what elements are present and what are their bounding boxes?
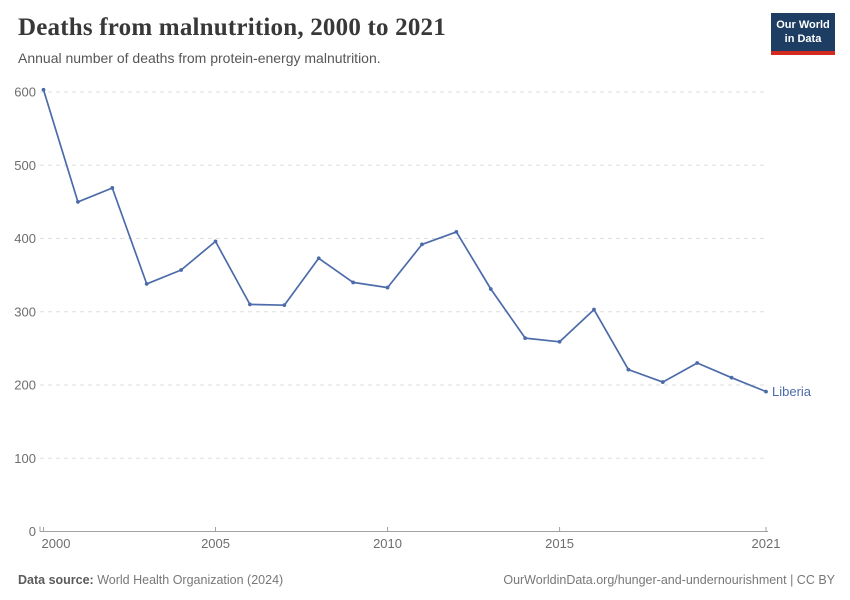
y-tick-label: 200: [14, 378, 36, 393]
chart-footer: Data source: World Health Organization (…: [18, 573, 835, 587]
x-tick-label: 2000: [42, 536, 71, 551]
owid-logo[interactable]: Our World in Data: [771, 13, 835, 55]
x-tick-label: 2010: [373, 536, 402, 551]
y-tick-label: 300: [14, 304, 36, 319]
owid-logo-line2: in Data: [784, 33, 822, 46]
data-point[interactable]: [351, 280, 356, 285]
y-tick-label: 100: [14, 451, 36, 466]
data-point[interactable]: [660, 380, 665, 384]
data-point[interactable]: [626, 367, 631, 372]
data-point[interactable]: [488, 287, 493, 291]
y-tick-label: 500: [14, 158, 36, 173]
data-source-label: Data source:: [18, 573, 94, 587]
y-tick-label: 400: [14, 231, 36, 246]
owid-logo-line1: Our World: [776, 19, 830, 31]
data-point[interactable]: [213, 239, 218, 244]
x-tick-label: 2005: [201, 536, 230, 551]
series-end-label[interactable]: Liberia: [772, 384, 812, 399]
y-tick-label: 600: [14, 85, 36, 100]
data-point[interactable]: [729, 375, 734, 380]
chart-subtitle: Annual number of deaths from protein-ene…: [18, 49, 381, 66]
chart-header: Deaths from malnutrition, 2000 to 2021 A…: [18, 13, 835, 74]
data-point[interactable]: [592, 307, 596, 312]
data-point[interactable]: [695, 361, 700, 365]
data-source: Data source: World Health Organization (…: [18, 573, 283, 587]
data-point[interactable]: [385, 285, 390, 290]
x-tick-label: 2015: [545, 536, 574, 551]
y-tick-label: 0: [29, 524, 36, 539]
data-point[interactable]: [248, 302, 252, 307]
data-point[interactable]: [523, 336, 528, 341]
credit-link[interactable]: OurWorldinData.org/hunger-and-undernouri…: [503, 573, 835, 587]
data-point[interactable]: [764, 389, 768, 394]
data-point[interactable]: [557, 339, 562, 344]
data-point[interactable]: [110, 186, 115, 190]
data-point[interactable]: [316, 256, 321, 261]
data-point[interactable]: [76, 199, 80, 204]
page-title: Deaths from malnutrition, 2000 to 2021: [18, 14, 446, 41]
data-point[interactable]: [420, 242, 424, 247]
data-point[interactable]: [454, 230, 459, 234]
data-point[interactable]: [41, 87, 46, 92]
x-tick-label: 2021: [752, 536, 781, 551]
data-point[interactable]: [179, 268, 184, 272]
series-line-liberia[interactable]: [42, 88, 767, 393]
data-point[interactable]: [282, 303, 287, 308]
data-source-text: World Health Organization (2024): [93, 573, 284, 587]
data-point[interactable]: [144, 282, 149, 286]
